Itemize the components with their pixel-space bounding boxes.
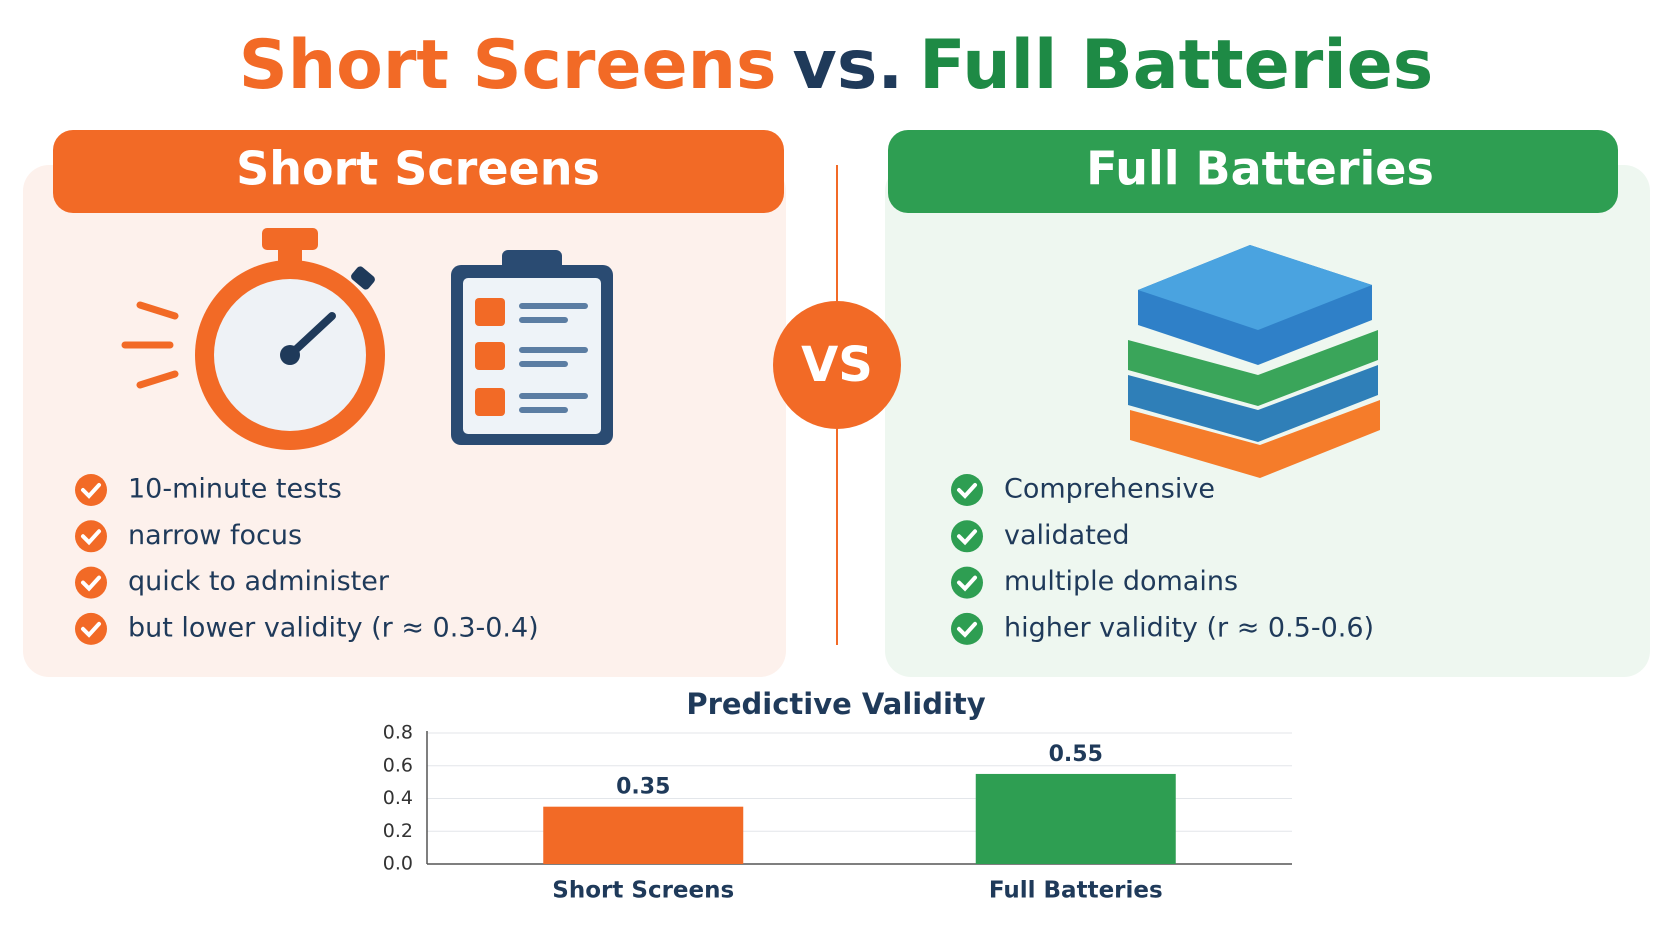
left-heading: Short Screens bbox=[236, 142, 600, 196]
bullet-text: but lower validity (r ≈ 0.3-0.4) bbox=[128, 612, 539, 643]
title: Short Screens vs. Full Batteries bbox=[239, 26, 1433, 105]
y-tick-label: 0.4 bbox=[383, 787, 413, 809]
y-tick-label: 0.0 bbox=[383, 853, 413, 875]
check-circle bbox=[951, 566, 983, 599]
bullet-text: quick to administer bbox=[128, 566, 390, 597]
bullet-lists: 10-minute tests narrow focus quick to admi… bbox=[75, 474, 1374, 645]
check-circle bbox=[951, 474, 983, 506]
check-circle bbox=[951, 520, 983, 553]
x-tick-label: Full Batteries bbox=[989, 878, 1163, 904]
check-mark bbox=[957, 621, 977, 638]
title-part: Short Screens bbox=[239, 26, 777, 105]
check-circle bbox=[75, 566, 107, 599]
vs-text: VS bbox=[801, 337, 873, 393]
right-heading: Full Batteries bbox=[1086, 142, 1434, 196]
right-header bbox=[888, 130, 1618, 213]
left-header bbox=[53, 130, 784, 213]
bar bbox=[543, 806, 744, 864]
check-mark bbox=[957, 483, 977, 499]
vs-circle bbox=[773, 301, 901, 429]
check-mark bbox=[81, 621, 101, 638]
bar bbox=[975, 773, 1176, 864]
chart: Predictive Validity 0.0 0.2 0.4 0.6 0.8 Short… bbox=[383, 687, 1292, 904]
title-part: vs. bbox=[793, 26, 904, 105]
y-tick-label: 0.8 bbox=[383, 722, 413, 744]
bullet-text: validated bbox=[1004, 520, 1130, 551]
clipboard-icon bbox=[451, 250, 613, 445]
books-puzzle-icon bbox=[1128, 245, 1380, 478]
chart-title: Predictive Validity bbox=[686, 687, 985, 721]
check-mark bbox=[81, 575, 101, 592]
y-tick-label: 0.2 bbox=[383, 820, 413, 842]
bullet-text: 10-minute tests bbox=[128, 474, 342, 505]
check-circle bbox=[75, 520, 107, 553]
bullet-text: multiple domains bbox=[1004, 566, 1238, 597]
title-part: Full Batteries bbox=[919, 26, 1433, 105]
bullet-text: Comprehensive bbox=[1004, 474, 1215, 505]
check-circle bbox=[951, 612, 983, 645]
x-tick-label: Short Screens bbox=[552, 878, 734, 904]
check-mark bbox=[957, 529, 977, 546]
check-mark bbox=[957, 575, 977, 592]
check-circle bbox=[75, 612, 107, 645]
left-panel bbox=[23, 165, 786, 677]
stopwatch-icon bbox=[121, 228, 385, 450]
bullet-text: narrow focus bbox=[128, 520, 302, 551]
check-mark bbox=[81, 483, 101, 499]
value-label: 0.35 bbox=[616, 775, 670, 800]
check-mark bbox=[81, 529, 101, 546]
y-tick-label: 0.6 bbox=[383, 754, 413, 776]
check-circle bbox=[75, 474, 107, 506]
value-label: 0.55 bbox=[1049, 742, 1103, 767]
bullet-text: higher validity (r ≈ 0.5-0.6) bbox=[1004, 612, 1374, 643]
